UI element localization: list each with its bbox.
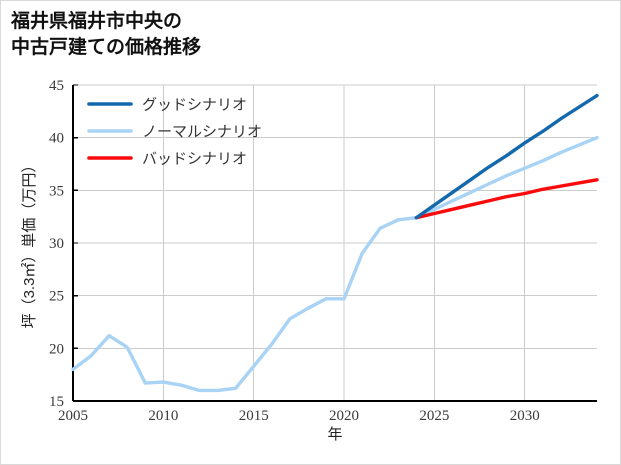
x-axis-label: 年 — [327, 426, 342, 443]
y-tick-label: 45 — [49, 78, 64, 94]
x-tick-label: 2010 — [148, 408, 178, 424]
legend-label-normal: ノーマルシナリオ — [142, 125, 262, 141]
axis-lines — [71, 85, 597, 403]
x-tick-label: 2025 — [419, 408, 449, 424]
series-line-good — [414, 93, 599, 220]
page-title: 福井県福井市中央の 中古戸建ての価格推移 — [11, 11, 202, 58]
y-tick-label: 15 — [49, 394, 64, 410]
series-line-normal — [71, 135, 599, 393]
y-axis-label: 坪（3.3㎡）単価（万円） — [21, 158, 38, 329]
series-line-bad — [414, 178, 599, 220]
x-tick-label: 2030 — [510, 408, 540, 424]
legend-label-good: グッドシナリオ — [142, 97, 247, 114]
series-lines — [71, 93, 599, 393]
y-tick-label: 20 — [49, 341, 64, 357]
x-tick-label: 2015 — [239, 408, 269, 424]
y-tick-label: 30 — [49, 236, 64, 252]
legend-label-bad: バッドシナリオ — [142, 152, 247, 168]
y-tick-label: 40 — [49, 131, 64, 147]
x-tick-label: 2005 — [58, 408, 88, 424]
y-tick-label: 35 — [49, 183, 64, 199]
y-tick-label: 25 — [49, 289, 64, 305]
x-tick-label: 2020 — [329, 408, 359, 424]
y-axis-tick-labels: 15 20 25 30 35 40 45 — [49, 78, 78, 410]
x-axis-tick-labels: 2005 2010 2015 2020 2025 2030 — [58, 408, 540, 424]
